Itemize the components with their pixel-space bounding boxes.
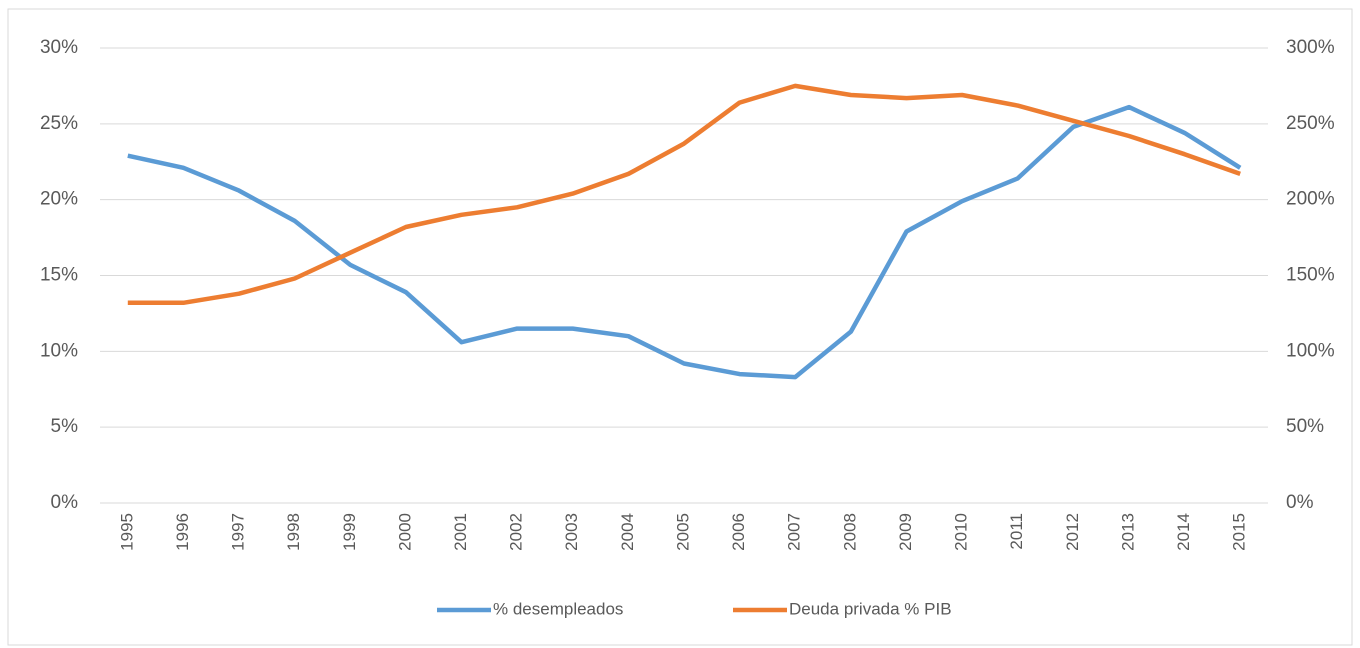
x-tick-label: 2006: [729, 513, 748, 551]
y2-tick-label: 100%: [1286, 340, 1335, 361]
y-tick-label: 30%: [40, 37, 78, 58]
x-tick-label: 2013: [1118, 513, 1137, 551]
y-tick-label: 20%: [40, 189, 78, 210]
y2-tick-label: 50%: [1286, 416, 1324, 437]
y-tick-label: 25%: [40, 113, 78, 134]
series-line: [127, 83, 1241, 306]
x-tick-label: 2011: [1007, 513, 1026, 550]
x-tick-label: 2015: [1230, 513, 1249, 551]
x-tick-label: 1995: [117, 513, 136, 551]
series-line: [127, 104, 1242, 380]
x-tick-label: 1997: [229, 513, 248, 551]
legend-label: % desempleados: [493, 599, 623, 618]
y2-tick-label: 200%: [1286, 189, 1335, 210]
x-tick-label: 2002: [507, 513, 526, 551]
x-tick-label: 2010: [952, 513, 971, 551]
chart-frame: [7, 8, 1353, 646]
y-tick-label: 10%: [40, 340, 78, 361]
x-tick-label: 1996: [173, 513, 192, 551]
y2-tick-label: 0%: [1286, 492, 1314, 513]
y2-tick-label: 250%: [1286, 113, 1335, 134]
x-tick-label: 2004: [618, 513, 637, 551]
x-tick-label: 2003: [562, 513, 581, 551]
x-tick-label: 2001: [451, 513, 470, 551]
x-tick-label: 1998: [284, 513, 303, 551]
x-tick-label: 2014: [1174, 513, 1193, 551]
y-tick-label: 0%: [51, 492, 79, 513]
x-tick-label: 2007: [785, 513, 804, 551]
y-tick-label: 5%: [51, 416, 79, 437]
legend-label: Deuda privada % PIB: [789, 599, 952, 618]
y2-tick-label: 150%: [1286, 265, 1335, 286]
x-tick-label: 2000: [395, 513, 414, 551]
y-tick-label: 15%: [40, 265, 78, 286]
y2-tick-label: 300%: [1286, 37, 1335, 58]
x-tick-label: 2009: [896, 513, 915, 551]
x-tick-label: 2012: [1063, 513, 1082, 551]
x-tick-label: 1999: [340, 513, 359, 551]
x-tick-label: 2005: [673, 513, 692, 551]
x-tick-label: 2008: [840, 513, 859, 551]
